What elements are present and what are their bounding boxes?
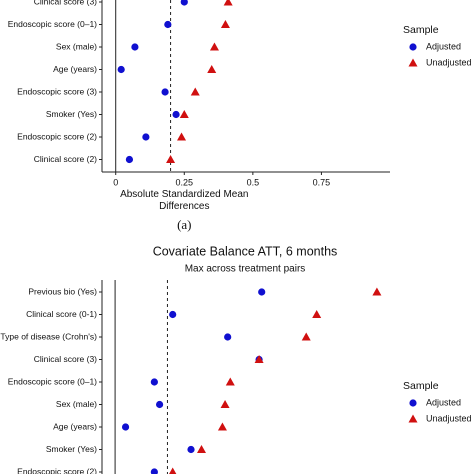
point [180, 0, 188, 6]
y-tick-label: Sex (male) [56, 41, 97, 51]
point [196, 445, 206, 453]
chart-title: Covariate Balance ATT, 6 months [153, 244, 338, 258]
legend-marker [409, 43, 417, 51]
point [179, 110, 189, 118]
chart-subtitle: Max across treatment pairs [185, 264, 306, 275]
legend-marker [408, 414, 418, 423]
y-tick-label: Clinical score (2) [34, 154, 97, 164]
x-tick-label: 0.25 [176, 177, 194, 187]
x-tick-label: 0.5 [247, 177, 260, 187]
legend-label: Unadjusted [426, 57, 472, 67]
point [258, 288, 266, 296]
y-tick-label: Endoscopic score (3) [17, 86, 97, 96]
legend-label: Adjusted [426, 41, 461, 51]
y-tick-label: Age (years) [53, 421, 97, 431]
point [121, 423, 130, 431]
point [177, 132, 187, 141]
legend-marker [409, 399, 417, 407]
y-tick-label: Age (years) [53, 64, 97, 74]
point [169, 467, 177, 474]
y-tick-label: Endoscopic score (2) [17, 466, 97, 474]
point [224, 333, 232, 341]
y-tick-label: Clinical score (3) [34, 354, 97, 364]
x-tick-label: 0.75 [313, 177, 331, 187]
point [301, 332, 311, 341]
point [220, 400, 230, 408]
point [125, 155, 134, 164]
point [225, 377, 235, 386]
legend-marker [408, 58, 418, 67]
point [156, 400, 164, 409]
point [207, 65, 217, 73]
point [220, 20, 230, 28]
point [142, 133, 150, 141]
y-tick-label: Endoscopic score (0–1) [8, 376, 97, 386]
point [172, 110, 180, 119]
point [150, 468, 158, 474]
point [117, 65, 125, 74]
y-tick-label: Previous bio (Yes) [28, 286, 97, 296]
legend-title: Sample [403, 24, 439, 36]
point [164, 20, 172, 29]
y-tick-label: Type of disease (Crohn's) [0, 331, 97, 341]
x-axis-title: Absolute Standardized Mean Differences [120, 189, 249, 212]
legend-title: Sample [403, 380, 439, 392]
point [166, 155, 176, 163]
point [254, 355, 264, 363]
point [312, 310, 322, 318]
point [187, 445, 195, 454]
point [161, 88, 169, 96]
x-tick-label: 0 [113, 177, 118, 187]
point [169, 310, 177, 319]
point [190, 87, 200, 96]
legend-label: Unadjusted [426, 413, 472, 423]
point [217, 422, 227, 431]
y-tick-label: Smoker (Yes) [46, 444, 97, 454]
point [372, 287, 382, 296]
y-tick-label: Sex (male) [56, 399, 97, 409]
legend-label: Adjusted [426, 397, 461, 407]
point [150, 378, 158, 386]
point [209, 42, 219, 51]
y-tick-label: Clinical score (0-1) [26, 309, 97, 319]
y-tick-label: Endoscopic score (0–1) [8, 19, 97, 29]
point [131, 43, 139, 51]
point [223, 0, 233, 6]
caption: (a) [177, 217, 191, 232]
y-tick-label: Endoscopic score (2) [17, 131, 97, 141]
y-tick-label: Clinical score (3) [34, 0, 97, 6]
y-tick-label: Smoker (Yes) [46, 109, 97, 119]
